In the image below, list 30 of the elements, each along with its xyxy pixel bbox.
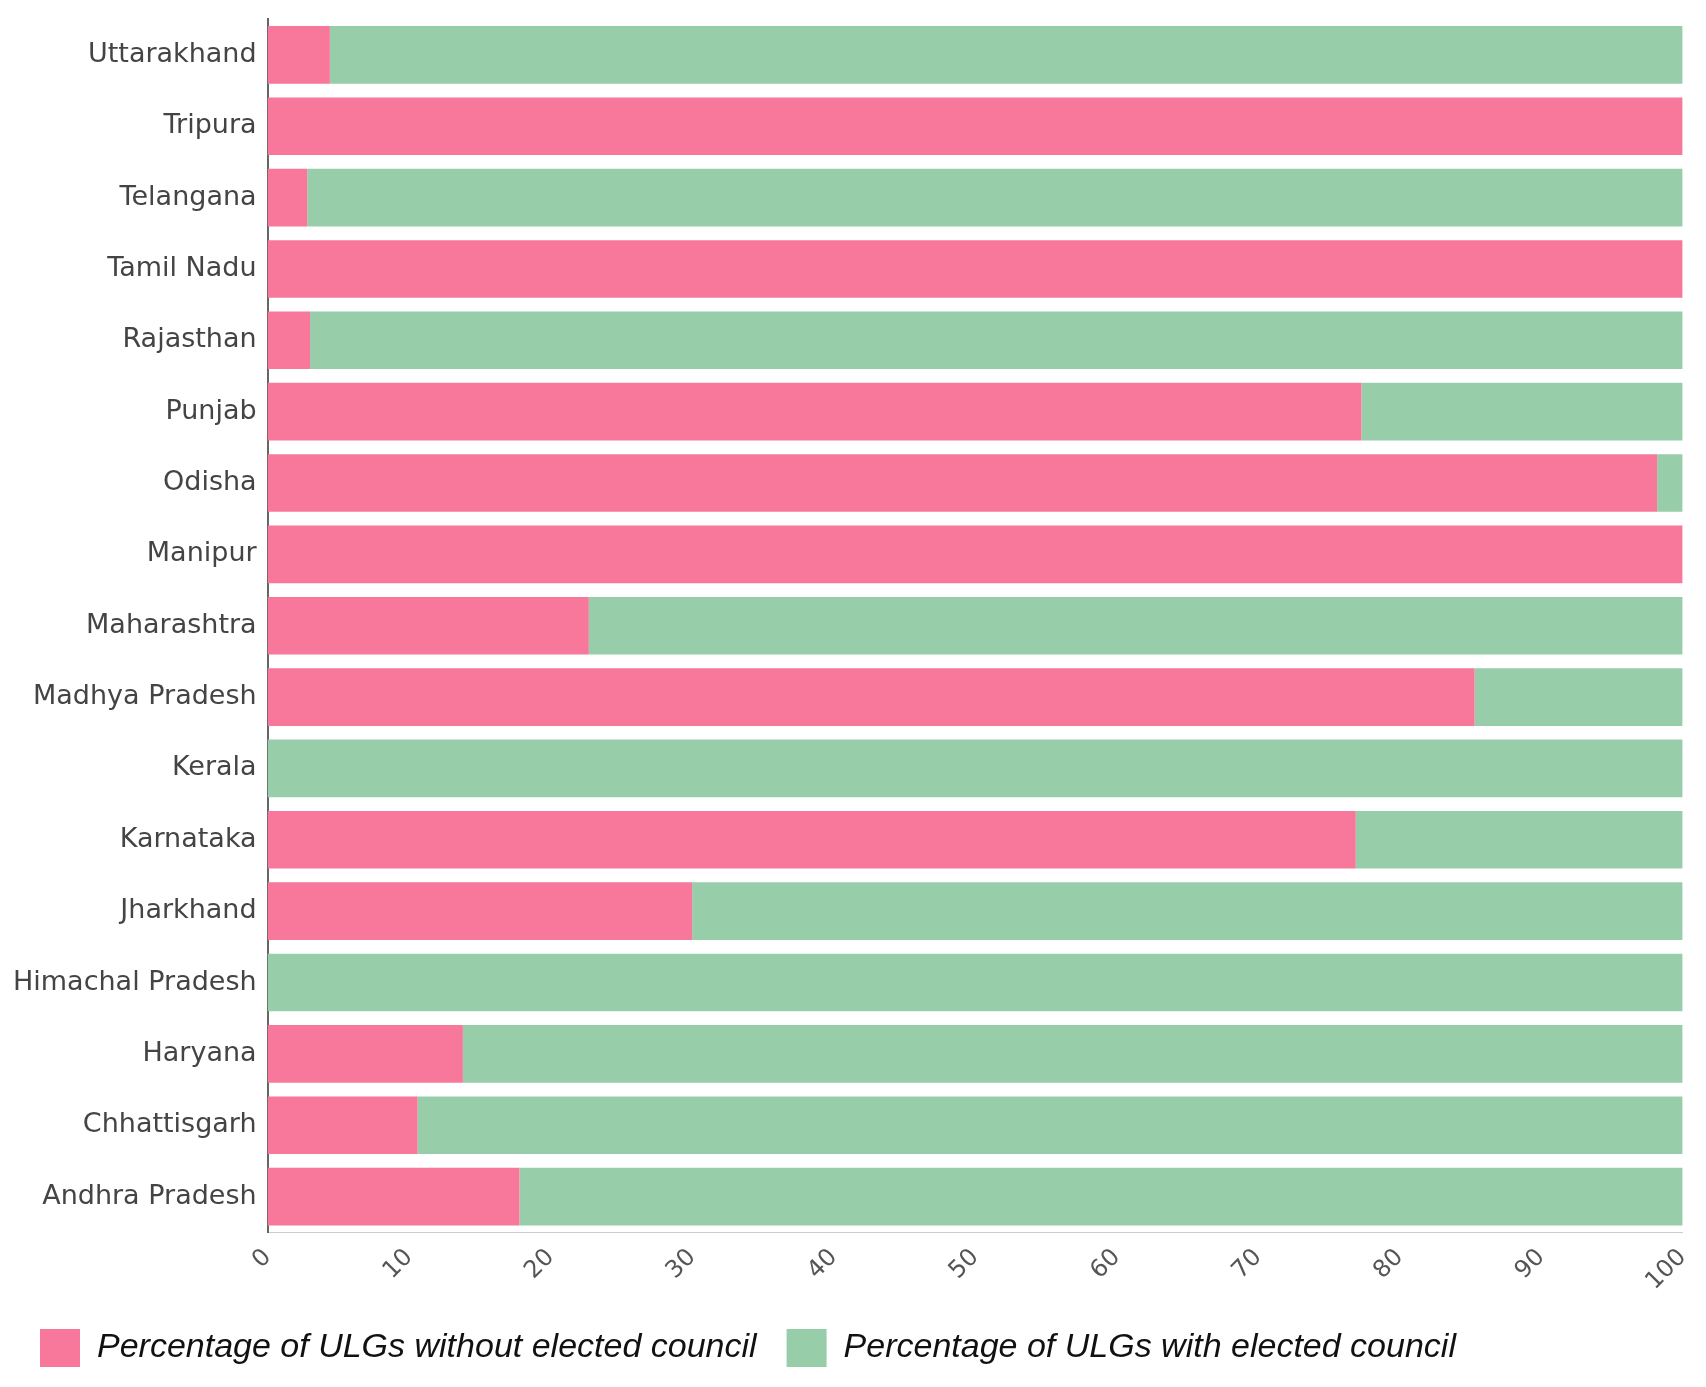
x-tick-label: 0 bbox=[245, 1242, 277, 1273]
y-tick-label: Tamil Nadu bbox=[106, 250, 257, 282]
x-tick-label: 80 bbox=[1366, 1242, 1409, 1284]
y-tick-label: Telangana bbox=[118, 179, 257, 211]
x-tick-label: 10 bbox=[376, 1242, 418, 1284]
y-tick-label: Chhattisgarh bbox=[82, 1107, 257, 1139]
x-tick-label: 20 bbox=[517, 1242, 560, 1284]
x-tick-label: 40 bbox=[800, 1242, 843, 1284]
x-tick-label: 50 bbox=[942, 1242, 984, 1284]
y-tick-label: Kerala bbox=[171, 750, 257, 782]
y-tick-label: Tripura bbox=[162, 108, 257, 140]
y-tick-label: Andhra Pradesh bbox=[42, 1178, 257, 1210]
x-tick-label: 30 bbox=[659, 1242, 701, 1284]
y-tick-label: Haryana bbox=[142, 1035, 257, 1067]
x-tick-label: 60 bbox=[1083, 1242, 1126, 1284]
y-tick-label: Jharkhand bbox=[118, 893, 257, 925]
y-tick-label: Manipur bbox=[146, 536, 258, 568]
x-tick-label: 100 bbox=[1639, 1242, 1692, 1295]
y-tick-label: Karnataka bbox=[119, 821, 257, 853]
y-tick-label: Punjab bbox=[165, 393, 257, 425]
legend-label: Percentage of ULGs with elected council bbox=[843, 1326, 1458, 1365]
y-tick-label: Rajasthan bbox=[122, 322, 257, 354]
y-tick-label: Uttarakhand bbox=[87, 36, 257, 68]
y-tick-label: Himachal Pradesh bbox=[12, 964, 257, 996]
y-tick-label: Odisha bbox=[162, 465, 257, 497]
y-tick-label: Maharashtra bbox=[86, 607, 257, 639]
x-tick-label: 70 bbox=[1225, 1242, 1267, 1284]
legend-label: Percentage of ULGs without elected council bbox=[97, 1326, 759, 1365]
y-tick-label: Madhya Pradesh bbox=[33, 679, 257, 711]
x-tick-label: 90 bbox=[1508, 1242, 1550, 1284]
